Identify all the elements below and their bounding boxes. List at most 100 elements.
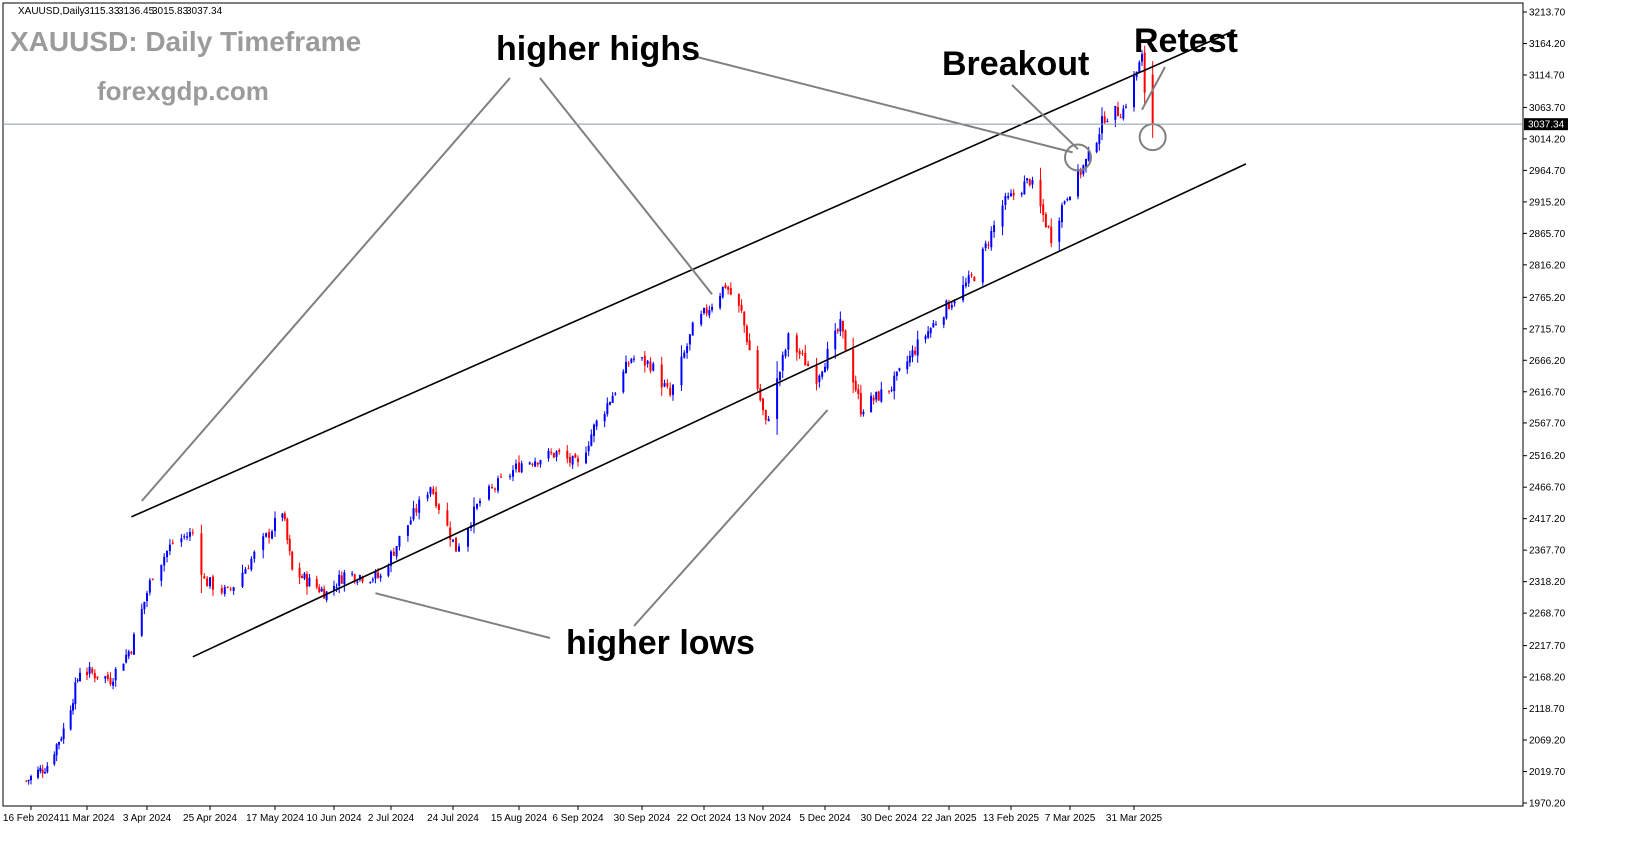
candle-body	[515, 463, 517, 470]
candle-body	[870, 395, 873, 412]
candle-body	[163, 556, 166, 566]
candle-body	[550, 452, 553, 454]
header-open: 3115.33	[84, 6, 120, 17]
candle-body	[587, 445, 590, 452]
candle-body	[72, 703, 74, 711]
candle-body	[836, 329, 839, 332]
trendlines	[131, 29, 1247, 658]
candle-body	[603, 414, 606, 422]
candle-body	[630, 358, 633, 363]
candle-body	[555, 451, 558, 457]
x-tick-label: 13 Feb 2025	[983, 813, 1040, 824]
candle-body	[305, 574, 308, 587]
candle-body	[606, 403, 609, 415]
candle-body	[1098, 134, 1101, 144]
candle-body	[1133, 76, 1135, 108]
candle-body	[890, 389, 893, 391]
candle-body	[318, 587, 321, 593]
candle-body	[967, 275, 970, 284]
candle-body	[528, 462, 531, 465]
candle-body	[614, 393, 617, 395]
candle-body	[852, 349, 855, 383]
candle-body	[875, 391, 878, 400]
candle-body	[649, 361, 652, 371]
candle-body	[25, 780, 28, 782]
candle-body	[571, 456, 574, 465]
candle-body	[743, 311, 746, 326]
candle-body	[1103, 116, 1106, 123]
candle-body	[815, 365, 818, 384]
candle-body	[711, 306, 714, 310]
candle-body	[223, 587, 226, 594]
candle-body	[112, 681, 115, 686]
y-tick-label: 2168.20	[1529, 673, 1566, 684]
candle-body	[308, 577, 311, 587]
candle-body	[948, 301, 950, 310]
candle-body	[191, 532, 194, 534]
annotation-pointer	[375, 592, 551, 639]
candle-body	[625, 361, 627, 374]
candle-body	[924, 336, 927, 340]
candle-body	[914, 350, 917, 355]
candle-body	[1007, 195, 1010, 198]
candle-body	[303, 573, 306, 579]
candle-body	[518, 462, 520, 472]
x-tick-label: 7 Mar 2025	[1045, 813, 1096, 824]
candle-body	[970, 274, 973, 276]
candle-body	[104, 676, 107, 679]
candle-body	[916, 339, 919, 356]
candle-body	[1012, 192, 1015, 196]
watermark-site: forexgdp.com	[97, 76, 269, 106]
candle-body	[62, 728, 65, 740]
candle-body	[1077, 169, 1079, 197]
candle-body	[1066, 199, 1069, 201]
y-tick-label: 2217.70	[1529, 641, 1566, 652]
candle-body	[536, 462, 539, 465]
candle-body	[1122, 108, 1125, 119]
candle-body	[1106, 121, 1109, 123]
candle-body	[188, 532, 191, 537]
candle-body	[437, 504, 440, 510]
candle-body	[1079, 169, 1082, 175]
candle-body	[893, 375, 896, 392]
candle-body	[286, 518, 289, 540]
candle-body	[898, 368, 901, 371]
candle-body	[343, 572, 346, 585]
candle-body	[55, 744, 58, 756]
annotation-higher-highs: higher highs	[496, 30, 700, 68]
x-tick-label: 30 Dec 2024	[861, 813, 918, 824]
y-tick-label: 2268.70	[1529, 609, 1566, 620]
candle-body	[568, 457, 571, 463]
candle-body	[379, 575, 382, 578]
y-tick-label: 2765.20	[1529, 293, 1566, 304]
candle-body	[841, 320, 844, 332]
annotation-pointer	[1011, 84, 1079, 150]
candle-body	[987, 244, 990, 246]
candle-body	[1143, 52, 1146, 93]
candle-body	[877, 391, 880, 401]
candle-body	[340, 575, 343, 584]
candle-body	[807, 363, 810, 367]
candle-body	[669, 387, 672, 396]
candle-body	[41, 769, 44, 774]
candle-body	[353, 574, 356, 582]
candle-body	[356, 581, 359, 583]
candle-body	[1063, 201, 1066, 204]
candle-body	[929, 328, 932, 334]
candle-body	[323, 588, 326, 599]
header-symbol: XAUUSD,Daily	[18, 6, 85, 17]
candle-body	[491, 487, 493, 489]
y-tick-label: 3014.20	[1529, 134, 1566, 145]
candle-body	[127, 651, 130, 657]
lower-channel-line	[192, 163, 1247, 658]
candle-body	[369, 581, 372, 583]
candle-body	[86, 671, 88, 676]
candle-body	[206, 578, 209, 587]
candle-body	[106, 674, 109, 679]
candle-body	[950, 304, 953, 308]
candle-body	[844, 330, 847, 351]
candle-body	[990, 230, 993, 248]
candle-body	[114, 668, 117, 681]
candle-body	[719, 295, 722, 308]
